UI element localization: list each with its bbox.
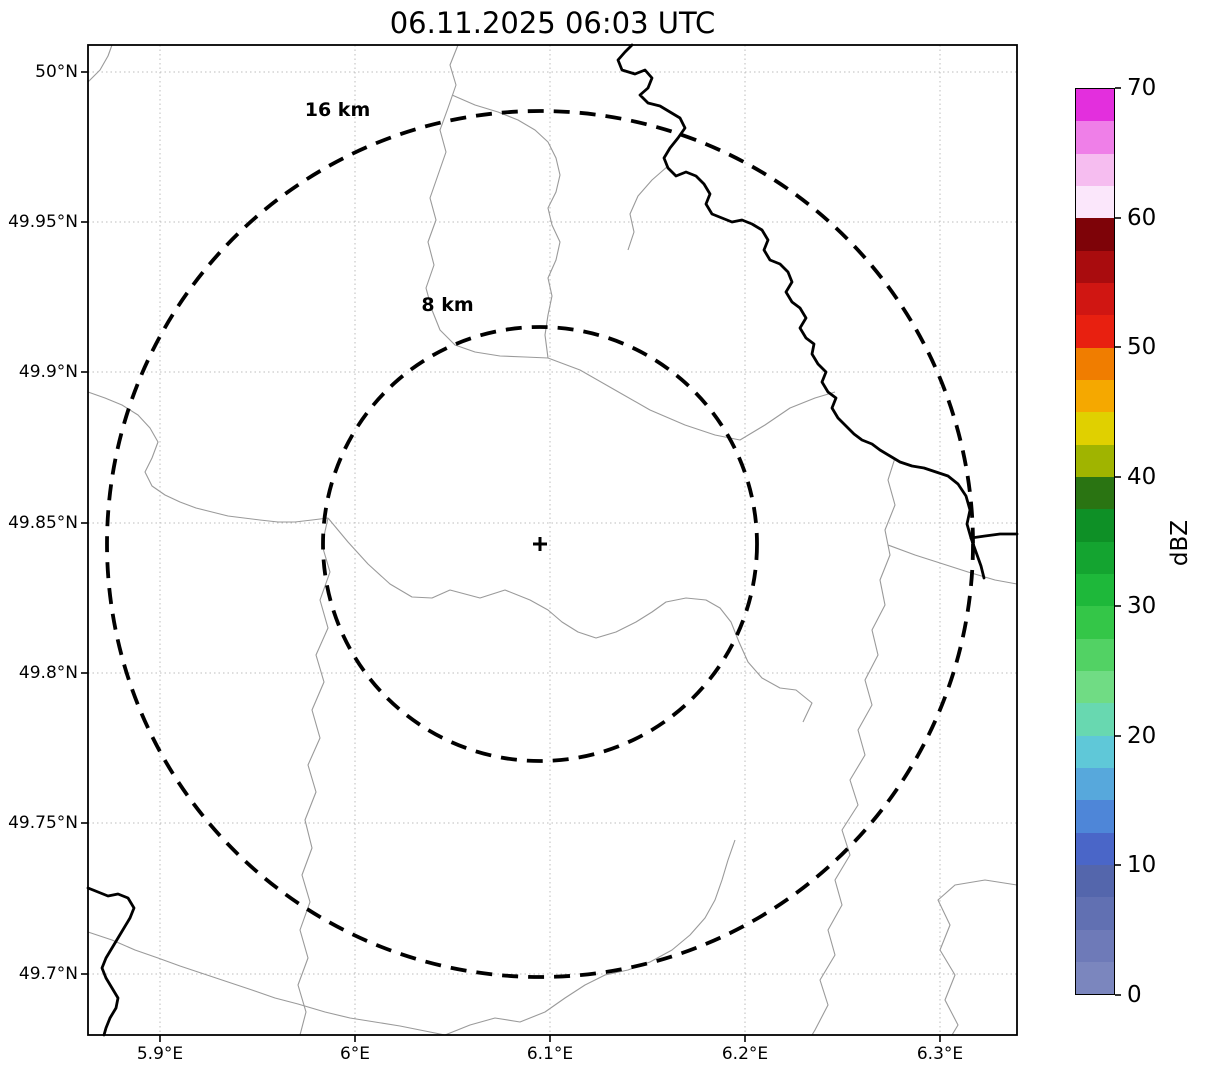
plot-frame bbox=[87, 44, 1018, 1036]
range-ring-16km bbox=[105, 109, 975, 979]
boundary-line bbox=[547, 357, 836, 441]
colorbar-segment bbox=[1076, 670, 1114, 704]
colorbar-unit-label: dBZ bbox=[1167, 519, 1193, 567]
grid-lines bbox=[88, 45, 1017, 1035]
x-tick-label: 5.9°E bbox=[136, 1044, 184, 1064]
boundary-line bbox=[297, 517, 331, 1036]
colorbar-tick-label: 20 bbox=[1127, 723, 1157, 749]
colorbar bbox=[1075, 88, 1115, 995]
colorbar-segment bbox=[1076, 185, 1114, 219]
y-tick-label: 50°N bbox=[35, 62, 78, 82]
boundary-line bbox=[87, 44, 113, 83]
colorbar-segment bbox=[1076, 315, 1114, 348]
colorbar-gradient bbox=[1076, 89, 1114, 995]
colorbar-segment bbox=[1076, 573, 1114, 607]
boundary-line bbox=[87, 931, 446, 1036]
x-tick-label: 6.3°E bbox=[916, 1044, 964, 1064]
colorbar-segment bbox=[1076, 832, 1114, 865]
boundary-line bbox=[627, 165, 669, 251]
colorbar-tick-label: 70 bbox=[1127, 75, 1157, 101]
range-ring-8km bbox=[321, 325, 759, 763]
colorbar-tick-label: 40 bbox=[1127, 464, 1157, 490]
boundary-line bbox=[811, 457, 896, 1036]
boundary-line bbox=[937, 879, 1018, 1036]
colorbar-segment bbox=[1076, 282, 1114, 316]
colorbar-tick-label: 0 bbox=[1127, 982, 1142, 1008]
colorbar-segment bbox=[1076, 961, 1114, 995]
colorbar-segment bbox=[1076, 767, 1114, 801]
y-tick-label: 49.75°N bbox=[8, 813, 78, 833]
colorbar-tick-label: 30 bbox=[1127, 593, 1157, 619]
axis-tick-marks bbox=[81, 71, 1121, 1042]
boundary-line bbox=[425, 44, 549, 359]
colorbar-segment bbox=[1076, 250, 1114, 283]
y-tick-label: 49.95°N bbox=[8, 212, 78, 232]
x-tick-label: 6.2°E bbox=[721, 1044, 769, 1064]
colorbar-segment bbox=[1076, 509, 1114, 542]
colorbar-segment bbox=[1076, 929, 1114, 962]
colorbar-segment bbox=[1076, 379, 1114, 413]
boundary-line bbox=[327, 517, 813, 723]
colorbar-segment bbox=[1076, 347, 1114, 380]
colorbar-segment bbox=[1076, 89, 1114, 122]
river-lines bbox=[86, 43, 1019, 1037]
colorbar-segment bbox=[1076, 606, 1114, 639]
range-ring-label-16km: 16 km bbox=[304, 99, 371, 121]
boundary-line bbox=[887, 544, 1018, 585]
y-tick-label: 49.7°N bbox=[18, 964, 78, 984]
river-line-northeast bbox=[616, 43, 986, 580]
colorbar-tick-label: 60 bbox=[1127, 205, 1157, 231]
river-line-southwest bbox=[86, 886, 136, 1037]
colorbar-tick-label: 50 bbox=[1127, 334, 1157, 360]
y-tick-label: 49.9°N bbox=[18, 362, 78, 382]
colorbar-segment bbox=[1076, 121, 1114, 154]
colorbar-segment bbox=[1076, 412, 1114, 445]
radar-site-marker bbox=[533, 537, 547, 551]
colorbar-tick-label: 10 bbox=[1127, 852, 1157, 878]
colorbar-segment bbox=[1076, 735, 1114, 768]
colorbar-segment bbox=[1076, 638, 1114, 671]
x-tick-label: 6°E bbox=[339, 1044, 371, 1064]
colorbar-segment bbox=[1076, 476, 1114, 510]
colorbar-segment bbox=[1076, 800, 1114, 833]
colorbar-segment bbox=[1076, 218, 1114, 251]
admin-boundary-lines bbox=[87, 44, 1018, 1036]
boundary-line bbox=[451, 94, 561, 359]
y-tick-label: 49.85°N bbox=[8, 513, 78, 533]
boundary-line bbox=[444, 839, 736, 1036]
y-tick-label: 49.8°N bbox=[18, 663, 78, 683]
river-branch-east bbox=[969, 532, 1019, 540]
colorbar-segment bbox=[1076, 703, 1114, 736]
plot-title: 06.11.2025 06:03 UTC bbox=[389, 6, 716, 40]
range-ring-label-8km: 8 km bbox=[421, 294, 474, 316]
colorbar-segment bbox=[1076, 541, 1114, 574]
x-tick-label: 6.1°E bbox=[526, 1044, 574, 1064]
colorbar-segment bbox=[1076, 897, 1114, 930]
colorbar-segment bbox=[1076, 444, 1114, 477]
colorbar-segment bbox=[1076, 153, 1114, 186]
boundary-line bbox=[87, 391, 329, 523]
colorbar-segment bbox=[1076, 864, 1114, 898]
